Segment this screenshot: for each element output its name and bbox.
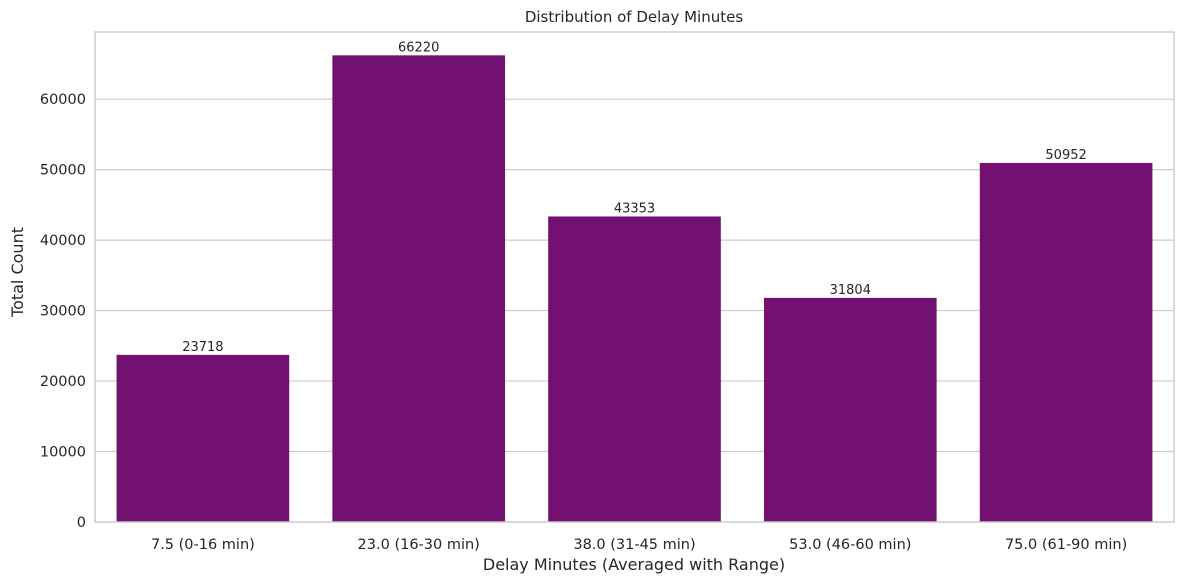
bar-value-label: 66220 [398,40,439,55]
y-axis-ticks: 0 10000 20000 30000 40000 50000 60000 [40,92,86,531]
bar [116,354,290,522]
chart-title: Distribution of Delay Minutes [525,8,744,26]
bar [763,297,937,522]
y-tick-label: 20000 [40,374,86,390]
y-tick-label: 50000 [40,163,86,179]
x-tick-label: 7.5 (0-16 min) [151,537,255,553]
x-axis-ticks: 7.5 (0-16 min) 23.0 (16-30 min) 38.0 (31-4… [151,537,1127,553]
y-tick-label: 10000 [40,445,86,461]
y-tick-label: 30000 [40,304,86,320]
bar [332,55,506,522]
y-tick-label: 60000 [40,92,86,108]
bar-value-label: 23718 [182,340,223,355]
x-tick-label: 23.0 (16-30 min) [358,537,480,553]
bar-value-labels: 23718 66220 43353 31804 50952 [182,40,1087,355]
bar [548,216,721,522]
x-tick-label: 38.0 (31-45 min) [573,537,695,553]
bar-value-label: 43353 [614,201,655,216]
bar-value-label: 31804 [830,283,871,298]
bar-value-label: 50952 [1045,148,1086,163]
bars [116,55,1153,522]
plot-frame [94,31,1175,523]
x-axis-title: Delay Minutes (Averaged with Range) [483,555,785,574]
y-axis-title: Total Count [8,227,27,318]
x-tick-label: 75.0 (61-90 min) [1005,537,1127,553]
y-tick-label: 0 [77,515,86,531]
y-tick-label: 40000 [40,233,86,249]
x-tick-label: 53.0 (46-60 min) [789,537,911,553]
bar [979,162,1153,522]
